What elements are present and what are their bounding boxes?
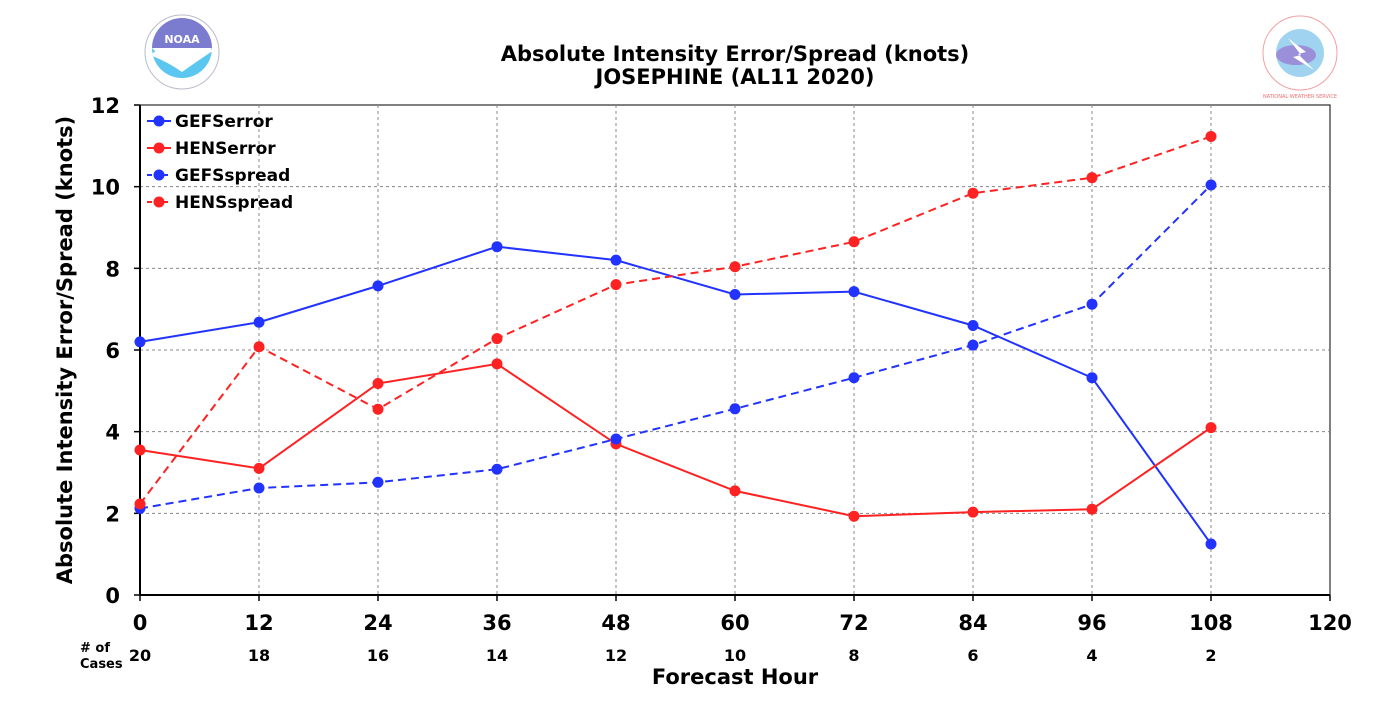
- y-axis-label: Absolute Intensity Error/Spread (knots): [53, 116, 77, 585]
- noaa-logo: NOAA: [144, 14, 220, 90]
- series-line-GEFSspread: [139, 184, 1212, 510]
- series-line-HENSspread: [139, 135, 1212, 505]
- data-point-HENSspread: [372, 403, 384, 415]
- data-point-HENSerror: [134, 444, 146, 456]
- data-point-GEFSerror: [253, 316, 265, 328]
- legend-marker-GEFSerror: [153, 115, 165, 127]
- y-tick-label: 2: [105, 502, 120, 526]
- x-tick-label: 48: [601, 611, 630, 635]
- nws-logo: NATIONAL WEATHER SERVICE: [1262, 15, 1338, 100]
- data-point-GEFSerror: [967, 320, 979, 331]
- data-point-HENSspread: [491, 333, 503, 345]
- y-tick-label: 10: [91, 176, 120, 200]
- data-point-GEFSspread: [610, 433, 622, 445]
- cases-label-line1: # of: [80, 641, 110, 656]
- x-tick-label: 96: [1077, 611, 1106, 635]
- cases-count: 14: [486, 646, 508, 665]
- chart-title: Absolute Intensity Error/Spread (knots): [501, 42, 970, 66]
- data-point-HENSerror: [253, 462, 265, 474]
- data-point-HENSerror: [1086, 503, 1098, 515]
- data-point-HENSerror: [1205, 422, 1217, 434]
- y-tick-label: 0: [105, 584, 120, 608]
- legend-label: HENSspread: [175, 193, 293, 213]
- data-point-GEFSerror: [1205, 538, 1217, 550]
- data-point-GEFSspread: [729, 403, 741, 415]
- data-point-HENSspread: [1205, 130, 1217, 142]
- legend-marker-HENSerror: [153, 142, 165, 154]
- data-point-GEFSspread: [848, 372, 860, 384]
- data-point-GEFSspread: [491, 463, 503, 475]
- data-point-HENSerror: [491, 358, 503, 370]
- legend-marker-GEFSspread: [153, 169, 165, 181]
- data-point-HENSerror: [848, 510, 860, 522]
- x-tick-label: 24: [363, 611, 392, 635]
- series-line-GEFSerror: [139, 245, 1212, 545]
- cases-count: 4: [1086, 646, 1097, 665]
- data-point-HENSspread: [610, 279, 622, 291]
- data-point-GEFSspread: [1086, 298, 1098, 310]
- x-tick-label: 108: [1189, 611, 1233, 635]
- x-tick-label: 72: [839, 611, 868, 635]
- nws-logo-text: NATIONAL WEATHER SERVICE: [1263, 94, 1337, 100]
- data-point-HENSerror: [967, 506, 979, 518]
- chart-subtitle: JOSEPHINE (AL11 2020): [594, 65, 875, 89]
- data-point-GEFSspread: [967, 339, 979, 351]
- data-point-GEFSerror: [848, 286, 860, 298]
- legend-label: GEFSerror: [175, 112, 273, 132]
- noaa-logo-text: NOAA: [164, 33, 200, 46]
- data-point-GEFSerror: [372, 280, 384, 292]
- cases-count: 2: [1205, 646, 1216, 665]
- data-point-GEFSerror: [1086, 372, 1098, 384]
- x-axis-label: Forecast Hour: [652, 665, 819, 689]
- legend-marker-HENSspread: [153, 196, 165, 208]
- cases-count: 18: [248, 646, 270, 665]
- cases-count: 20: [129, 646, 151, 665]
- legend-label: HENSerror: [175, 139, 276, 159]
- x-tick-label: 84: [958, 611, 987, 635]
- x-tick-label: 12: [244, 611, 273, 635]
- cases-count: 12: [605, 646, 627, 665]
- cases-count: 8: [848, 646, 859, 665]
- y-tick-label: 4: [105, 421, 120, 445]
- data-point-GEFSerror: [134, 336, 146, 348]
- data-point-HENSspread: [1086, 172, 1098, 184]
- cases-count: 10: [724, 646, 746, 665]
- data-point-HENSspread: [848, 236, 860, 248]
- cases-label-line2: Cases: [80, 657, 123, 672]
- data-point-HENSspread: [134, 498, 146, 510]
- data-point-GEFSspread: [372, 476, 384, 488]
- cases-count: 16: [367, 646, 389, 665]
- data-point-GEFSerror: [491, 241, 503, 253]
- data-point-GEFSspread: [1205, 179, 1217, 191]
- y-tick-label: 12: [91, 94, 120, 118]
- data-point-GEFSerror: [610, 254, 622, 266]
- data-point-HENSspread: [967, 187, 979, 199]
- data-point-HENSerror: [372, 377, 384, 389]
- x-tick-label: 120: [1308, 611, 1352, 635]
- x-tick-label: 60: [720, 611, 749, 635]
- data-point-HENSerror: [729, 485, 741, 497]
- data-point-GEFSerror: [729, 288, 741, 300]
- y-tick-label: 6: [105, 339, 120, 363]
- data-point-HENSspread: [253, 341, 265, 353]
- y-tick-label: 8: [105, 257, 120, 281]
- data-point-HENSspread: [729, 261, 741, 273]
- legend-label: GEFSspread: [175, 166, 290, 186]
- cases-count: 6: [967, 646, 978, 665]
- series-line-HENSerror: [139, 362, 1212, 518]
- x-tick-label: 0: [133, 611, 148, 635]
- x-tick-label: 36: [482, 611, 511, 635]
- data-point-GEFSspread: [253, 482, 265, 494]
